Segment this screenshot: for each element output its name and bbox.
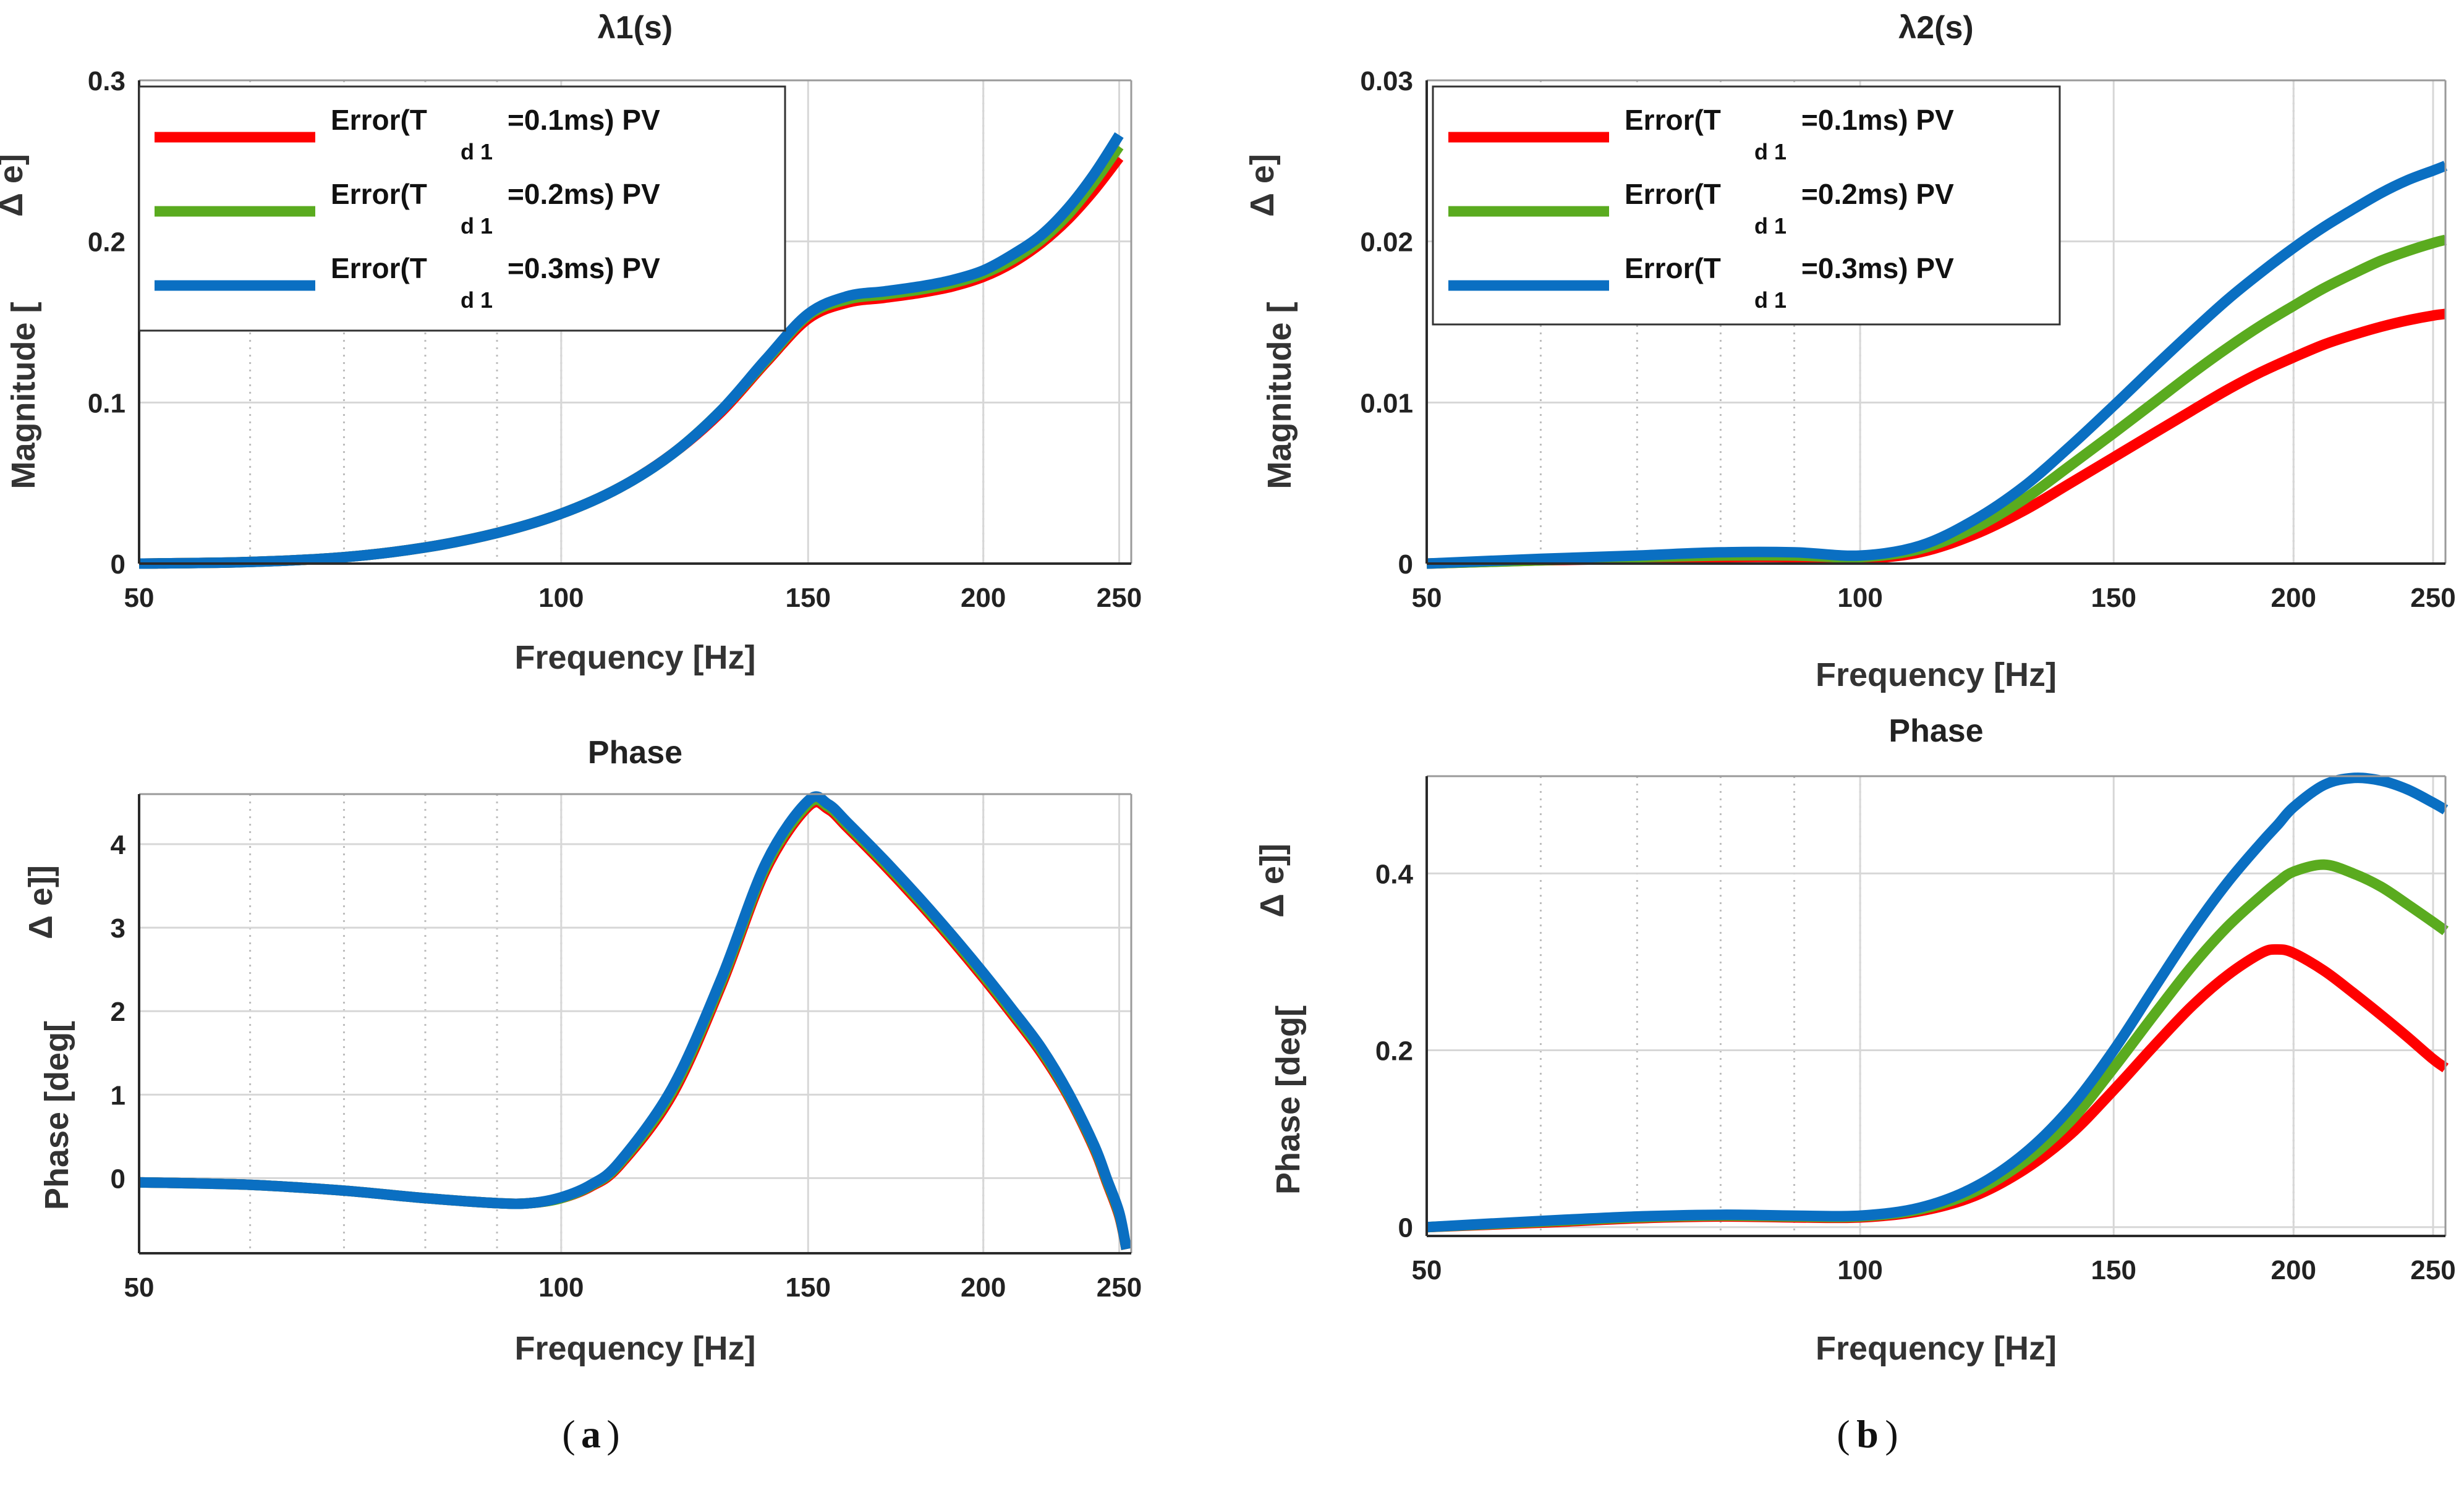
x-tick-label: 50 [1412,583,1442,613]
x-tick-label: 200 [961,1272,1006,1303]
legend-label-1: Error(T [331,104,427,136]
x-tick-label: 100 [1837,583,1882,613]
series-line-3 [138,132,1124,569]
caption-b-letter: b [1856,1412,1879,1456]
legend-subscript-1: d 1 [461,139,493,164]
x-tick-label: 200 [2271,1255,2316,1285]
chart-title: λ1(s) [598,10,673,46]
legend-label-3: Error(T [1625,252,1721,284]
y-tick-label: 0.01 [1360,388,1413,418]
y-tick-label: 0.2 [1375,1036,1413,1067]
x-axis-label: Frequency [Hz] [1816,656,2057,693]
y-tick-label: 0.1 [88,388,125,418]
legend-suffix-3: =0.3ms) PV [508,252,660,284]
legend-suffix-1: =0.1ms) PV [1801,104,1954,136]
caption-a-open-paren: ( [562,1412,575,1456]
chart-lambda2-phase: 50 100 150 200 250 0 0.2 0.4 Phase Frequency [Hz]… [1254,713,2456,1367]
x-tick-label: 150 [786,583,831,613]
x-tick-label: 250 [2410,1255,2455,1285]
caption-a-close-paren: ) [606,1412,619,1456]
x-tick-label: 50 [124,583,155,613]
x-tick-label: 200 [961,583,1006,613]
x-tick-label: 100 [1837,1255,1882,1285]
y-tick-label: 0.4 [1375,859,1414,889]
y-tick-label: 0 [111,549,125,580]
y-axis-label: Magnitude [ [5,302,42,489]
x-tick-label: 50 [124,1272,155,1303]
legend-label-3: Error(T [331,252,427,284]
x-tick-label: 250 [2410,583,2455,613]
x-tick-label: 50 [1412,1255,1442,1285]
legend-label-2: Error(T [331,178,427,210]
caption-a: ( a ) [562,1412,619,1456]
plot-area [1427,776,2445,1236]
legend-suffix-2: =0.2ms) PV [1801,178,1954,210]
x-tick-label: 200 [2271,583,2316,613]
y-tick-label: 0 [1398,1213,1413,1243]
y-tick-label: 0.03 [1360,66,1413,96]
legend-subscript-2: d 1 [1754,213,1786,239]
y-axis-label-fragment: Δ e] [1244,154,1281,217]
legend-subscript-1: d 1 [1754,139,1786,164]
x-axis-label: Frequency [Hz] [514,639,755,676]
x-tick-label: 100 [538,1272,584,1303]
legend-subscript-3: d 1 [1754,287,1786,313]
x-tick-label: 250 [1097,583,1142,613]
y-tick-label: 0 [111,1164,125,1194]
legend-subscript-2: d 1 [461,213,493,239]
y-tick-label: 1 [111,1080,125,1111]
y-tick-label: 4 [111,830,126,860]
y-axis-label: Phase [deg[ [38,1021,75,1210]
legend-lambda1: Error(T d 1 =0.1ms) PV Error(T d 1 =0.2ms) PV… [138,85,786,332]
legend-suffix-2: =0.2ms) PV [508,178,660,210]
y-tick-label: 0 [1398,549,1413,580]
legend-suffix-3: =0.3ms) PV [1801,252,1954,284]
y-axis-label-fragment: Δ e]] [22,865,59,939]
chart-title: Phase [588,735,682,771]
y-axis-label: Phase [deg[ [1270,1005,1307,1195]
x-tick-label: 150 [2091,583,2136,613]
y-tick-label: 0.2 [88,227,125,258]
legend-subscript-3: d 1 [461,287,493,313]
x-tick-label: 100 [538,583,584,613]
series-line-3 [138,791,1132,1250]
y-tick-label: 3 [111,913,125,944]
chart-title: Phase [1888,713,1983,749]
x-tick-label: 150 [786,1272,831,1303]
caption-b: ( b ) [1837,1412,1898,1456]
legend-suffix-1: =0.1ms) PV [508,104,660,136]
x-tick-label: 250 [1097,1272,1142,1303]
series-line-3 [1426,772,2449,1233]
chart-lambda1-phase: 50 100 150 200 250 0 1 2 3 4 Phase Frequency [Hz] Ph… [22,735,1142,1367]
chart-title: λ2(s) [1898,10,1973,46]
y-tick-label: 2 [111,997,125,1027]
y-axis-label-fragment: Δ e] [0,154,30,217]
y-axis-label-fragment: Δ e]] [1254,844,1291,918]
y-tick-label: 0.3 [88,66,125,96]
x-tick-label: 150 [2091,1255,2136,1285]
x-axis-label: Frequency [Hz] [1816,1330,2057,1367]
plot-area [139,794,1131,1253]
y-tick-label: 0.02 [1360,227,1413,258]
legend-label-1: Error(T [1625,104,1721,136]
caption-b-close-paren: ) [1885,1412,1898,1456]
x-axis-label: Frequency [Hz] [514,1330,755,1367]
caption-b-open-paren: ( [1837,1412,1850,1456]
y-axis-label: Magnitude [ [1261,302,1298,489]
legend-label-2: Error(T [1625,178,1721,210]
caption-a-letter: a [581,1412,601,1456]
legend-lambda2: Error(T d 1 =0.1ms) PV Error(T d 1 =0.2ms) PV… [1432,85,2061,326]
series-line-3 [1426,161,2448,569]
